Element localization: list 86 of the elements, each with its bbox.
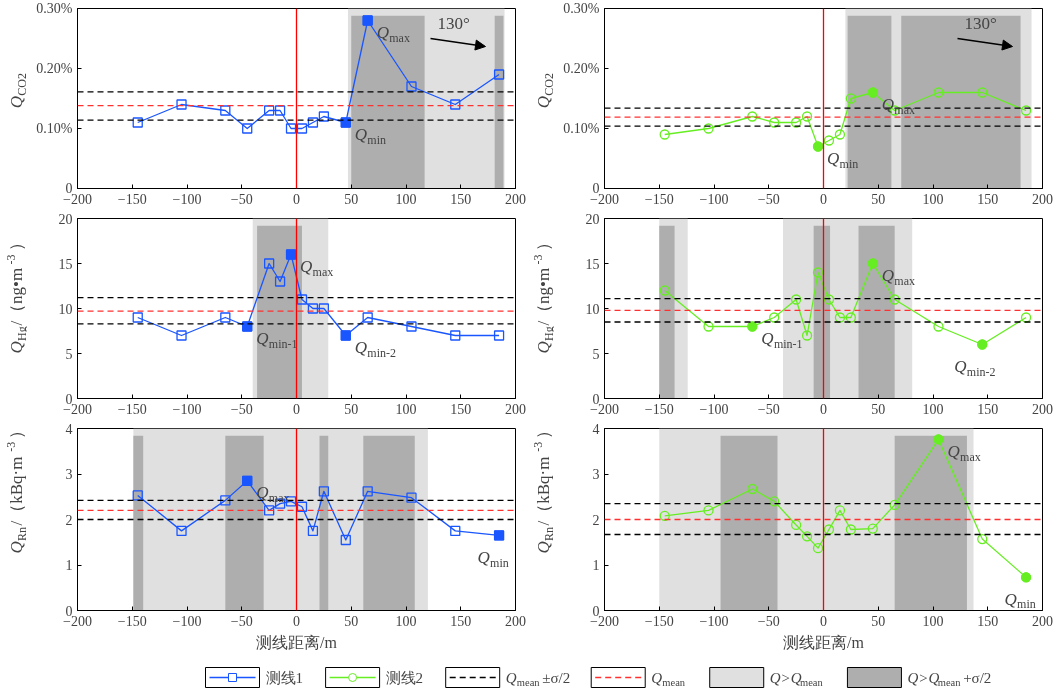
y-tick-label: 5 — [592, 346, 600, 362]
x-tick-label: −150 — [644, 613, 674, 629]
x-tick-label: 0 — [820, 191, 827, 207]
y-tick-label: 4 — [592, 421, 600, 437]
x-tick-label: −150 — [644, 191, 674, 207]
y-tick-label: 2 — [592, 512, 600, 528]
annotation: 130° — [964, 13, 997, 33]
y-tick-label: 4 — [65, 421, 73, 437]
y-tick-label: 1 — [65, 558, 73, 573]
x-tick-label: −100 — [699, 613, 729, 629]
annotation: 130° — [437, 13, 470, 33]
x-tick-label: −150 — [117, 191, 147, 207]
x-tick-label: −150 — [644, 401, 674, 417]
x-tick-label: 100 — [395, 191, 417, 207]
y-tick-label: 0 — [592, 603, 600, 619]
y-tick-label: 15 — [58, 256, 73, 272]
x-axis-title: 测线距离/m — [256, 633, 338, 651]
y-axis-title: QCO2 — [534, 73, 556, 109]
x-tick-label: 0 — [820, 613, 827, 629]
y-tick-label: 0.20% — [563, 61, 600, 76]
x-tick-label: −100 — [172, 401, 202, 417]
x-tick-label: 100 — [922, 191, 944, 207]
x-tick-label: 150 — [450, 613, 472, 629]
y-tick-label: 0 — [592, 391, 600, 407]
x-tick-label: −50 — [757, 401, 780, 417]
x-tick-label: 150 — [977, 613, 999, 629]
x-tick-label: 0 — [293, 401, 300, 417]
x-tick-label: 50 — [871, 613, 886, 629]
x-tick-label: 50 — [871, 401, 886, 417]
y-tick-label: 0.20% — [36, 61, 73, 76]
y-tick-label: 3 — [592, 467, 600, 482]
legend-label: 测线2 — [385, 669, 424, 686]
x-tick-label: 150 — [977, 191, 999, 207]
x-tick-label: 200 — [1032, 613, 1053, 629]
x-tick-label: 100 — [922, 401, 944, 417]
x-tick-label: −100 — [699, 401, 729, 417]
y-tick-label: 0.30% — [36, 1, 73, 16]
x-tick-label: −150 — [117, 613, 147, 629]
y-tick-label: 20 — [58, 211, 73, 227]
y-tick-label: 10 — [58, 301, 73, 317]
y-tick-label: 2 — [65, 512, 73, 528]
x-tick-label: −150 — [117, 401, 147, 417]
legend-label: 测线1 — [265, 669, 303, 686]
x-tick-label: −50 — [757, 191, 780, 207]
y-tick-label: 0 — [592, 181, 600, 196]
y-tick-label: 0 — [65, 391, 73, 407]
x-tick-label: 200 — [505, 191, 526, 207]
x-tick-label: 150 — [450, 401, 472, 417]
x-tick-label: 200 — [505, 613, 526, 629]
x-tick-label: 200 — [505, 401, 526, 417]
x-tick-label: 200 — [1032, 401, 1053, 417]
x-tick-label: 0 — [820, 401, 827, 417]
y-tick-label: 10 — [585, 301, 600, 317]
x-tick-label: 100 — [395, 401, 417, 417]
y-axis-title: QRn/（kBq·m-3） — [530, 421, 556, 554]
x-tick-label: −100 — [172, 613, 202, 629]
x-tick-label: 50 — [344, 401, 359, 417]
x-tick-label: 0 — [293, 191, 300, 207]
y-tick-label: 15 — [585, 256, 600, 272]
y-tick-label: 0.10% — [36, 121, 73, 136]
x-tick-label: 50 — [344, 613, 359, 629]
y-tick-label: 20 — [585, 211, 600, 227]
x-tick-label: 200 — [1032, 191, 1053, 207]
x-axis-title: 测线距离/m — [783, 633, 865, 651]
x-tick-label: 50 — [344, 191, 359, 207]
y-tick-label: 0 — [65, 181, 73, 196]
y-axis-title: QRn/（kBq·m-3） — [3, 421, 29, 554]
x-tick-label: 100 — [395, 613, 417, 629]
x-tick-label: −50 — [230, 401, 253, 417]
x-tick-label: −50 — [230, 613, 253, 629]
x-tick-label: 0 — [293, 613, 300, 629]
x-tick-label: −50 — [757, 613, 780, 629]
y-tick-label: 0.10% — [563, 121, 600, 136]
y-axis-title: QCO2 — [7, 73, 29, 109]
x-tick-label: 100 — [922, 613, 944, 629]
y-tick-label: 3 — [65, 467, 73, 482]
x-tick-label: 150 — [977, 401, 999, 417]
x-tick-label: 150 — [450, 191, 472, 207]
y-tick-label: 0.30% — [563, 1, 600, 16]
x-tick-label: −50 — [230, 191, 253, 207]
x-tick-label: 50 — [871, 191, 886, 207]
y-tick-label: 1 — [592, 558, 600, 573]
y-tick-label: 5 — [65, 346, 73, 362]
x-tick-label: −100 — [172, 191, 202, 207]
y-tick-label: 0 — [65, 603, 73, 619]
x-tick-label: −100 — [699, 191, 729, 207]
